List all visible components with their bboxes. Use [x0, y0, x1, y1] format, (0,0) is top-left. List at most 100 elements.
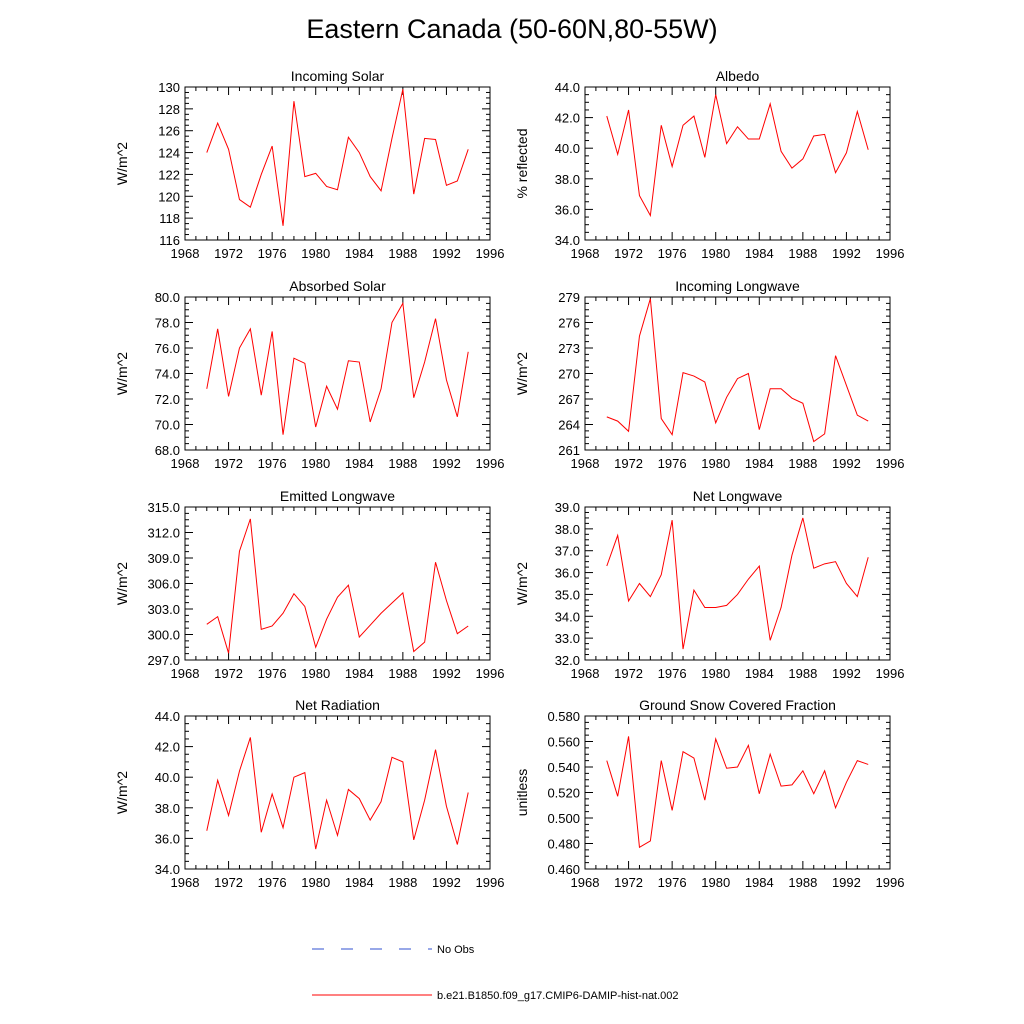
absorbed-solar-ytick-label: 70.0 [155, 418, 180, 433]
incoming-solar-ytick-label: 122 [158, 167, 180, 182]
incoming-solar-series-line [206, 89, 469, 226]
incoming-solar-xtick-label: 1972 [214, 246, 243, 261]
albedo-xtick-label: 1976 [658, 246, 687, 261]
incoming-longwave-ytick-label: 276 [558, 316, 580, 331]
incoming-solar-xtick-label: 1988 [388, 246, 417, 261]
net-radiation-ytick-label: 38.0 [155, 801, 180, 816]
net-longwave-xtick-label: 1988 [788, 666, 817, 681]
net-longwave-series-line [606, 517, 869, 650]
incoming-longwave-title: Incoming Longwave [675, 278, 800, 294]
absorbed-solar-ytick-label: 68.0 [155, 443, 180, 458]
net-radiation-ytick-label: 34.0 [155, 862, 180, 877]
incoming-solar-xtick-label: 1996 [476, 246, 505, 261]
ground-snow-covered-fraction-frame [584, 715, 891, 870]
net-radiation-ytick-label: 36.0 [155, 831, 180, 846]
albedo-ylabel: % reflected [514, 128, 530, 198]
net-radiation-ytick-label: 40.0 [155, 770, 180, 785]
emitted-longwave-ytick-label: 303.0 [147, 602, 180, 617]
ground-snow-covered-fraction-ytick-label: 0.560 [547, 735, 580, 750]
incoming-longwave-frame [584, 296, 891, 451]
absorbed-solar-xtick-label: 1988 [388, 456, 417, 471]
absorbed-solar-xtick-label: 1972 [214, 456, 243, 471]
incoming-longwave-ytick-label: 267 [558, 392, 580, 407]
net-longwave-xtick-label: 1984 [745, 666, 774, 681]
incoming-longwave-ytick-label: 273 [558, 341, 580, 356]
net-longwave-ytick-label: 37.0 [555, 544, 580, 559]
incoming-solar-frame [184, 86, 491, 241]
panel-net-longwave: Net Longwave W/m^2 1968 1972 1976 1980 1984 198… [514, 488, 904, 681]
emitted-longwave-ytick-label: 297.0 [147, 653, 180, 668]
incoming-longwave-xtick-label: 1968 [571, 456, 600, 471]
legend: No Obs b.e21.B1850.f09_g17.CMIP6-DAMIP-h… [312, 944, 679, 1002]
emitted-longwave-xtick-label: 1992 [432, 666, 461, 681]
emitted-longwave-ytick-label: 312.0 [147, 526, 180, 541]
incoming-longwave-ytick-label: 261 [558, 443, 580, 458]
ground-snow-covered-fraction-ytick-label: 0.520 [547, 786, 580, 801]
emitted-longwave-ytick-label: 306.0 [147, 577, 180, 592]
net-longwave-frame [584, 506, 891, 661]
incoming-longwave-xtick-label: 1988 [788, 456, 817, 471]
albedo-ytick-label: 44.0 [555, 80, 580, 95]
incoming-solar-ytick-label: 120 [158, 189, 180, 204]
ground-snow-covered-fraction-ylabel: unitless [514, 769, 530, 816]
absorbed-solar-xtick-label: 1976 [258, 456, 287, 471]
albedo-xtick-label: 1992 [832, 246, 861, 261]
ground-snow-covered-fraction-xtick-label: 1980 [701, 875, 730, 890]
incoming-longwave-ytick-label: 264 [558, 418, 580, 433]
absorbed-solar-ytick-label: 80.0 [155, 290, 180, 305]
absorbed-solar-frame [184, 296, 491, 451]
albedo-xtick-label: 1988 [788, 246, 817, 261]
albedo-xtick-label: 1968 [571, 246, 600, 261]
figure-title: Eastern Canada (50-60N,80-55W) [306, 14, 718, 44]
net-radiation-ytick-label: 42.0 [155, 740, 180, 755]
panel-incoming-solar: Incoming Solar W/m^2 1968 1972 1976 1980 1984 1… [114, 68, 504, 261]
albedo-series-line [606, 94, 869, 218]
emitted-longwave-series-line [206, 518, 469, 654]
panel-albedo: Albedo % reflected 1968 1972 1976 1980 1984 198… [514, 68, 904, 261]
net-longwave-xtick-label: 1972 [614, 666, 643, 681]
albedo-xtick-label: 1984 [745, 246, 774, 261]
net-radiation-xtick-label: 1968 [171, 875, 200, 890]
net-radiation-xtick-label: 1972 [214, 875, 243, 890]
ground-snow-covered-fraction-xtick-label: 1968 [571, 875, 600, 890]
absorbed-solar-series-line [206, 301, 469, 435]
incoming-solar-ylabel: W/m^2 [114, 142, 130, 185]
net-longwave-ylabel: W/m^2 [514, 562, 530, 605]
incoming-solar-title: Incoming Solar [291, 68, 385, 84]
incoming-longwave-xtick-label: 1996 [876, 456, 905, 471]
net-radiation-xtick-label: 1984 [345, 875, 374, 890]
albedo-xtick-label: 1972 [614, 246, 643, 261]
panel-absorbed-solar: Absorbed Solar W/m^2 1968 1972 1976 1980 1984 1… [114, 278, 504, 471]
incoming-longwave-series-line [606, 298, 869, 443]
absorbed-solar-xtick-label: 1968 [171, 456, 200, 471]
panel-net-radiation: Net Radiation W/m^2 1968 1972 1976 1980 1984 19… [114, 697, 504, 890]
absorbed-solar-ytick-label: 74.0 [155, 367, 180, 382]
incoming-longwave-ytick-label: 279 [558, 290, 580, 305]
absorbed-solar-ytick-label: 76.0 [155, 341, 180, 356]
net-longwave-ytick-label: 33.0 [555, 631, 580, 646]
net-longwave-ytick-label: 36.0 [555, 566, 580, 581]
incoming-longwave-xtick-label: 1984 [745, 456, 774, 471]
incoming-solar-ytick-label: 124 [158, 146, 180, 161]
albedo-ytick-label: 36.0 [555, 202, 580, 217]
emitted-longwave-xtick-label: 1976 [258, 666, 287, 681]
emitted-longwave-ytick-label: 300.0 [147, 628, 180, 643]
ground-snow-covered-fraction-series-line [606, 736, 869, 849]
absorbed-solar-title: Absorbed Solar [289, 278, 386, 294]
emitted-longwave-ytick-label: 309.0 [147, 551, 180, 566]
net-longwave-ytick-label: 38.0 [555, 522, 580, 537]
incoming-longwave-xtick-label: 1992 [832, 456, 861, 471]
net-radiation-xtick-label: 1976 [258, 875, 287, 890]
albedo-ytick-label: 40.0 [555, 141, 580, 156]
incoming-longwave-xtick-label: 1976 [658, 456, 687, 471]
legend-label-model: b.e21.B1850.f09_g17.CMIP6-DAMIP-hist-nat… [437, 990, 679, 1002]
emitted-longwave-xtick-label: 1972 [214, 666, 243, 681]
net-longwave-xtick-label: 1980 [701, 666, 730, 681]
ground-snow-covered-fraction-ytick-label: 0.460 [547, 862, 580, 877]
incoming-solar-xtick-label: 1976 [258, 246, 287, 261]
panel-emitted-longwave: Emitted Longwave W/m^2 1968 1972 1976 1980 198… [114, 488, 504, 681]
net-longwave-title: Net Longwave [693, 488, 783, 504]
absorbed-solar-ytick-label: 78.0 [155, 316, 180, 331]
incoming-solar-xtick-label: 1968 [171, 246, 200, 261]
